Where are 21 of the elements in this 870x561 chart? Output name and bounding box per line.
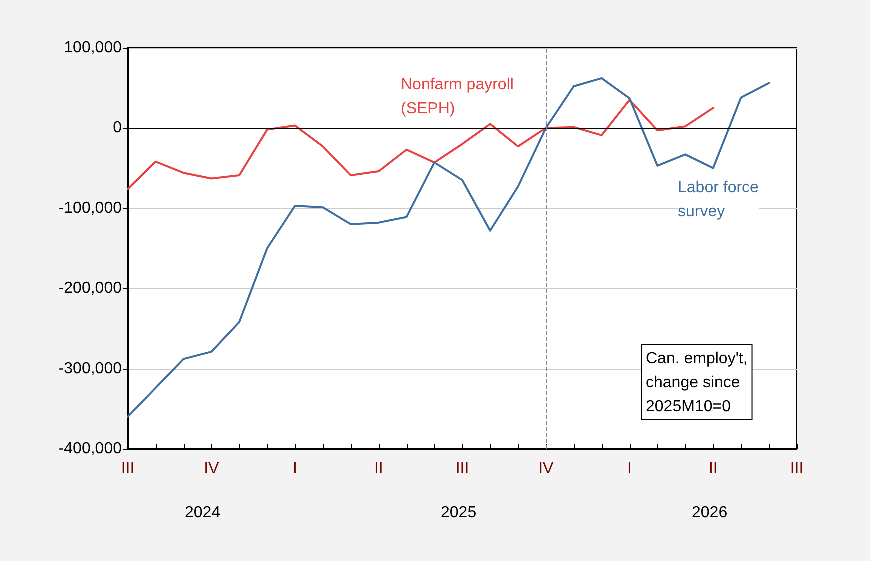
series-label: Labor force survey [678, 180, 760, 220]
x-tick-label: I [293, 460, 298, 478]
x-tick-label: III [121, 460, 135, 478]
annotation: Can. employ't, change since 2025M10=0 [646, 350, 748, 416]
y-tick-label: -400,000 [58, 440, 122, 458]
text: 2026 [692, 504, 728, 522]
y-tick-label: -100,000 [58, 200, 122, 217]
x-tick-label: II [374, 460, 384, 478]
series-label: Nonfarm payroll (SEPH) [401, 76, 514, 118]
x-tick-label: IV [538, 460, 554, 478]
x-tick-label: III [790, 460, 804, 478]
y-tick-label: -200,000 [58, 280, 122, 298]
text: 2025 [441, 504, 477, 522]
text: 2024 [185, 504, 221, 522]
x-tick-label: III [456, 460, 470, 478]
y-tick-label: 0 [113, 120, 122, 137]
x-tick-label: IV [204, 460, 220, 478]
x-tick-label: I [628, 460, 632, 478]
y-tick-label: -300,000 [58, 360, 122, 378]
y-tick-label: 100,000 [64, 40, 122, 56]
x-tick-label: II [708, 460, 718, 478]
